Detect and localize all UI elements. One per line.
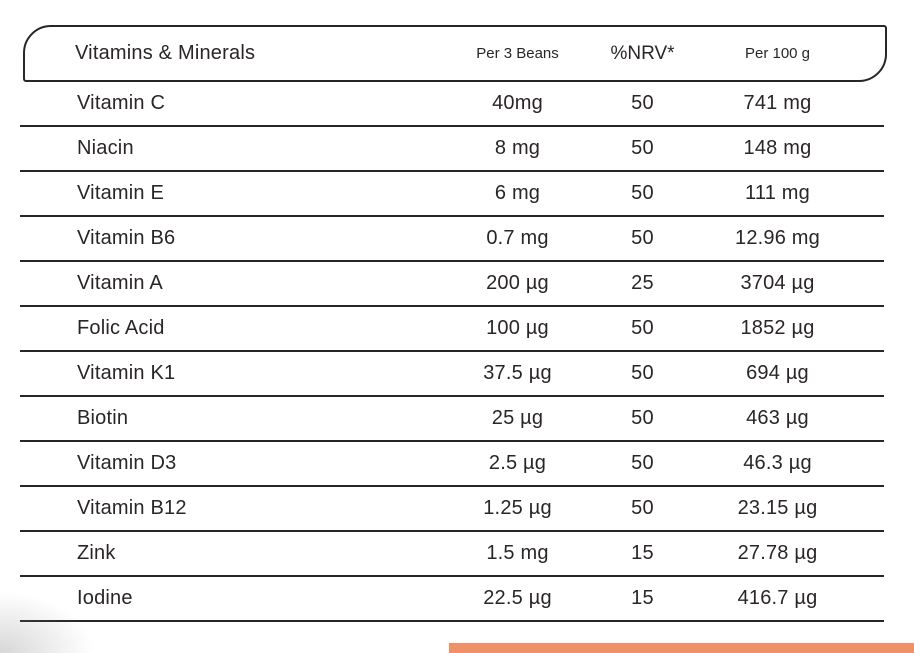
row-per-100g-value: 694 µg	[746, 362, 809, 384]
row-per-100g-value: 23.15 µg	[737, 497, 818, 519]
row-nutrient-name: Vitamin D3	[77, 452, 177, 474]
row-nrv-value: 50	[631, 227, 654, 249]
table-body: Vitamin C 40mg 50 741 mg Niacin 8 mg 50 148 mg V…	[20, 82, 884, 622]
table-row: Vitamin K1 37.5 µg 50 694 µg	[20, 352, 884, 397]
row-per-100g-value: 416.7 µg	[737, 587, 818, 609]
row-nrv-value: 25	[631, 272, 654, 294]
row-per-serving-value: 0.7 mg	[486, 227, 549, 249]
row-per-serving-value: 200 µg	[486, 272, 549, 294]
table-header-row: Vitamins & Minerals Per 3 Beans %NRV* Pe…	[23, 25, 887, 82]
table-row: Vitamin C 40mg 50 741 mg	[20, 82, 884, 127]
row-nutrient-name: Vitamin A	[77, 272, 163, 294]
row-per-100g-value: 1852 µg	[740, 317, 815, 339]
row-nrv-value: 50	[631, 92, 654, 114]
table-row: Vitamin D3 2.5 µg 50 46.3 µg	[20, 442, 884, 487]
table-row: Niacin 8 mg 50 148 mg	[20, 127, 884, 172]
row-nrv-value: 50	[631, 497, 654, 519]
row-nrv-value: 50	[631, 182, 654, 204]
row-nutrient-name: Vitamin B12	[77, 497, 187, 519]
row-nutrient-name: Zink	[77, 542, 116, 564]
row-per-serving-value: 1.25 µg	[483, 497, 552, 519]
row-nutrient-name: Iodine	[77, 587, 133, 609]
table-row: Zink 1.5 mg 15 27.78 µg	[20, 532, 884, 577]
row-nutrient-name: Vitamin K1	[77, 362, 176, 384]
row-per-serving-value: 22.5 µg	[483, 587, 552, 609]
row-nutrient-name: Vitamin C	[77, 92, 166, 114]
row-per-100g-value: 463 µg	[746, 407, 809, 429]
table-row: Vitamin E 6 mg 50 111 mg	[20, 172, 884, 217]
row-per-100g-value: 27.78 µg	[737, 542, 818, 564]
row-nrv-value: 15	[631, 587, 654, 609]
table-row: Vitamin B6 0.7 mg 50 12.96 mg	[20, 217, 884, 262]
row-per-serving-value: 8 mg	[494, 137, 541, 159]
row-per-serving-value: 37.5 µg	[483, 362, 552, 384]
row-per-100g-value: 148 mg	[743, 137, 812, 159]
table-row: Folic Acid 100 µg 50 1852 µg	[20, 307, 884, 352]
row-per-serving-value: 100 µg	[486, 317, 549, 339]
header-per-100g: Per 100 g	[744, 45, 811, 62]
row-nutrient-name: Folic Acid	[77, 317, 165, 339]
accent-bar	[449, 643, 914, 653]
row-nutrient-name: Vitamin B6	[77, 227, 176, 249]
table-row: Vitamin A 200 µg 25 3704 µg	[20, 262, 884, 307]
row-per-serving-value: 40mg	[492, 92, 543, 114]
header-per-3-beans: Per 3 Beans	[476, 45, 559, 62]
row-nrv-value: 50	[631, 137, 654, 159]
row-per-serving-value: 1.5 mg	[486, 542, 549, 564]
row-per-100g-value: 3704 µg	[740, 272, 815, 294]
row-nrv-value: 15	[631, 542, 654, 564]
row-nutrient-name: Vitamin E	[77, 182, 165, 204]
table-row: Iodine 22.5 µg 15 416.7 µg	[20, 577, 884, 622]
table-row: Biotin 25 µg 50 463 µg	[20, 397, 884, 442]
row-nrv-value: 50	[631, 362, 654, 384]
row-nutrient-name: Niacin	[77, 137, 134, 159]
table-row: Vitamin B12 1.25 µg 50 23.15 µg	[20, 487, 884, 532]
header-nrv: %NRV*	[610, 42, 675, 64]
row-per-100g-value: 741 mg	[743, 92, 812, 114]
row-per-serving-value: 25 µg	[491, 407, 544, 429]
row-nutrient-name: Biotin	[77, 407, 129, 429]
row-per-100g-value: 12.96 mg	[735, 227, 820, 249]
row-nrv-value: 50	[631, 407, 654, 429]
row-per-100g-value: 46.3 µg	[743, 452, 812, 474]
header-vitamins-minerals: Vitamins & Minerals	[75, 42, 256, 64]
row-per-serving-value: 6 mg	[494, 182, 541, 204]
row-per-100g-value: 111 mg	[745, 182, 810, 204]
row-per-serving-value: 2.5 µg	[488, 452, 547, 474]
row-nrv-value: 50	[631, 317, 654, 339]
row-nrv-value: 50	[631, 452, 654, 474]
